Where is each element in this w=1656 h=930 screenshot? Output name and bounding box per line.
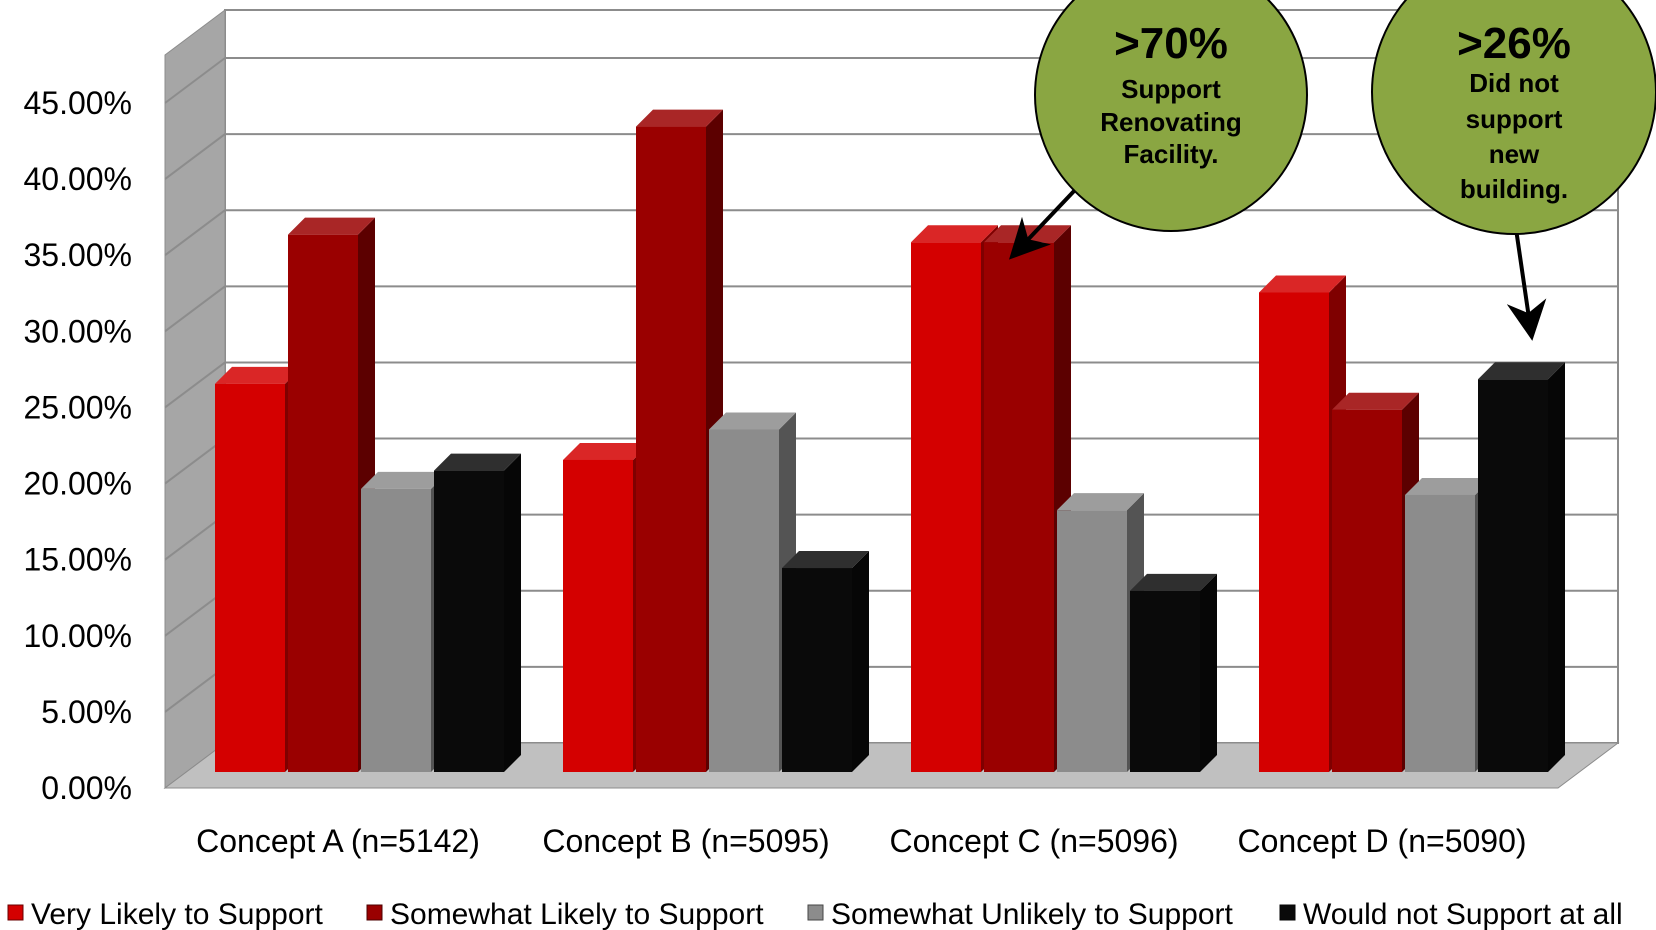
bar bbox=[709, 429, 779, 772]
bar bbox=[434, 470, 504, 772]
x-category-label: Concept D (n=5090) bbox=[1237, 823, 1526, 859]
bar bbox=[1130, 590, 1200, 772]
bar-side bbox=[1200, 573, 1217, 772]
gridline-side bbox=[164, 285, 226, 333]
bar bbox=[636, 126, 706, 773]
bar-top bbox=[636, 109, 723, 127]
legend-label: Somewhat Likely to Support bbox=[390, 898, 764, 930]
bars bbox=[215, 109, 1565, 773]
bar-top bbox=[1478, 362, 1565, 380]
gridline-side bbox=[164, 361, 226, 409]
bar-top bbox=[563, 442, 650, 460]
bar-top bbox=[1130, 573, 1217, 591]
legend-label: Somewhat Unlikely to Support bbox=[831, 898, 1234, 930]
callout-headline: >26% bbox=[1457, 19, 1571, 68]
bar-top bbox=[1259, 275, 1346, 293]
y-tick-label: 20.00% bbox=[23, 466, 132, 502]
callout-arrow bbox=[1506, 221, 1547, 341]
bar bbox=[215, 383, 285, 772]
bar-top bbox=[215, 366, 302, 384]
bar bbox=[361, 488, 431, 772]
callout-line: new bbox=[1489, 139, 1540, 169]
bar-top bbox=[1332, 392, 1419, 410]
x-category-label: Concept A (n=5142) bbox=[196, 823, 480, 859]
callout-line: Facility. bbox=[1124, 139, 1219, 169]
legend-swatch bbox=[1279, 904, 1296, 921]
bar-side bbox=[852, 551, 869, 772]
bar bbox=[1057, 510, 1127, 772]
callout-line: Support bbox=[1121, 74, 1221, 104]
bar bbox=[288, 234, 358, 773]
y-tick-label: 30.00% bbox=[23, 313, 132, 349]
bar-top bbox=[911, 225, 998, 243]
bar-side bbox=[504, 453, 521, 772]
bar bbox=[1259, 292, 1329, 772]
y-tick-label: 0.00% bbox=[41, 770, 132, 806]
callout-line: support bbox=[1466, 104, 1563, 134]
bar bbox=[984, 242, 1054, 772]
bar bbox=[1478, 379, 1548, 772]
bar bbox=[782, 568, 852, 772]
bar-top bbox=[709, 412, 796, 430]
bar bbox=[1405, 494, 1475, 772]
x-axis-categories: Concept A (n=5142) Concept B (n=5095) Conc… bbox=[196, 823, 1526, 859]
bar-top bbox=[434, 453, 521, 471]
y-tick-label: 10.00% bbox=[23, 618, 132, 654]
bar-top bbox=[1405, 477, 1492, 495]
legend-label: Would not Support at all bbox=[1303, 898, 1623, 930]
bar-top bbox=[1057, 493, 1144, 511]
legend-label: Very Likely to Support bbox=[31, 898, 323, 930]
bar bbox=[911, 242, 981, 772]
callout-line: Renovating bbox=[1100, 107, 1242, 137]
gridline-side bbox=[164, 133, 226, 180]
legend-swatch bbox=[807, 904, 824, 921]
callout-headline: >70% bbox=[1114, 19, 1228, 68]
callout-bubble bbox=[1371, 0, 1656, 235]
y-axis-ticks: 0.00% 5.00% 10.00% 15.00% 20.00% 25.00% 30.00%… bbox=[23, 85, 132, 806]
x-category-label: Concept B (n=5095) bbox=[542, 823, 829, 859]
legend-swatch bbox=[7, 904, 24, 921]
gridline-side bbox=[164, 209, 226, 257]
y-tick-label: 45.00% bbox=[23, 85, 132, 121]
y-tick-label: 5.00% bbox=[41, 694, 132, 730]
bar bbox=[563, 459, 633, 772]
bar-side bbox=[1548, 362, 1565, 772]
y-tick-label: 25.00% bbox=[23, 389, 132, 425]
bar bbox=[1332, 409, 1402, 772]
callout-line: building. bbox=[1460, 174, 1568, 204]
bar-top bbox=[288, 217, 375, 235]
callout-bubble bbox=[1034, 0, 1308, 232]
x-category-label: Concept C (n=5096) bbox=[889, 823, 1178, 859]
y-tick-label: 35.00% bbox=[23, 237, 132, 273]
gridline-side bbox=[164, 57, 226, 104]
legend: Very Likely to Support Somewhat Likely to… bbox=[7, 898, 1623, 930]
bar-top bbox=[782, 551, 869, 569]
y-tick-label: 40.00% bbox=[23, 161, 132, 197]
callout-line: Did not bbox=[1469, 68, 1559, 98]
y-tick-label: 15.00% bbox=[23, 542, 132, 578]
bar-top bbox=[361, 471, 448, 489]
callout-arrow bbox=[1008, 188, 1077, 260]
legend-swatch bbox=[366, 904, 383, 921]
